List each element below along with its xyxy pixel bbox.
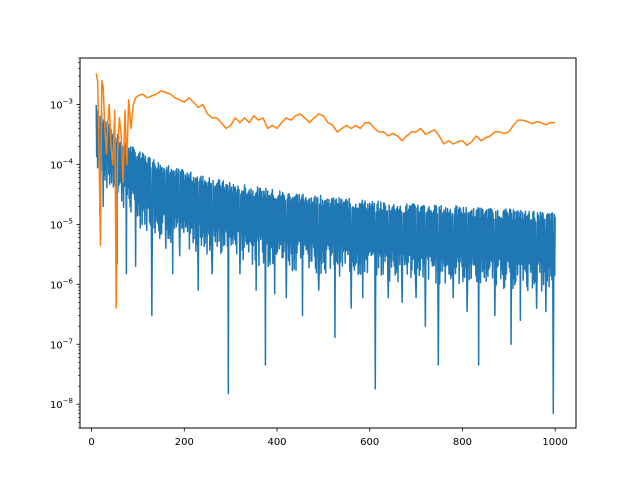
y-tick-label: 10−4 [50, 158, 74, 172]
y-tick-label: 10−8 [50, 397, 73, 411]
y-tick-exponent: −4 [63, 158, 74, 166]
series-layer [95, 73, 556, 415]
x-tick-label: 1000 [542, 437, 567, 448]
y-tick-exponent: −5 [63, 217, 73, 225]
series-2-line [95, 73, 556, 309]
x-tick-label: 600 [360, 437, 379, 448]
y-tick-base: 10 [50, 340, 63, 351]
y-axis: 10−810−710−610−510−410−3 [50, 57, 80, 429]
y-tick-base: 10 [50, 220, 63, 231]
x-tick-label: 200 [175, 437, 194, 448]
y-tick-base: 10 [50, 280, 63, 291]
y-tick-label: 10−7 [50, 337, 73, 351]
x-tick-label: 400 [267, 437, 286, 448]
y-tick-exponent: −6 [63, 277, 74, 285]
y-tick-base: 10 [50, 400, 63, 411]
series-1-line [95, 104, 556, 415]
y-tick-base: 10 [50, 161, 63, 172]
y-tick-exponent: −8 [63, 397, 73, 405]
x-tick-label: 0 [88, 437, 94, 448]
plot-frame [79, 57, 577, 429]
y-tick-label: 10−6 [50, 277, 74, 291]
y-tick-exponent: −7 [63, 337, 73, 345]
x-axis: 0 200 400 600 800 1000 [88, 428, 568, 448]
x-tick-label: 800 [453, 437, 472, 448]
y-tick-label: 10−5 [50, 217, 73, 231]
y-tick-label: 10−3 [50, 98, 73, 112]
y-tick-base: 10 [50, 101, 63, 112]
y-tick-exponent: −3 [63, 98, 73, 106]
